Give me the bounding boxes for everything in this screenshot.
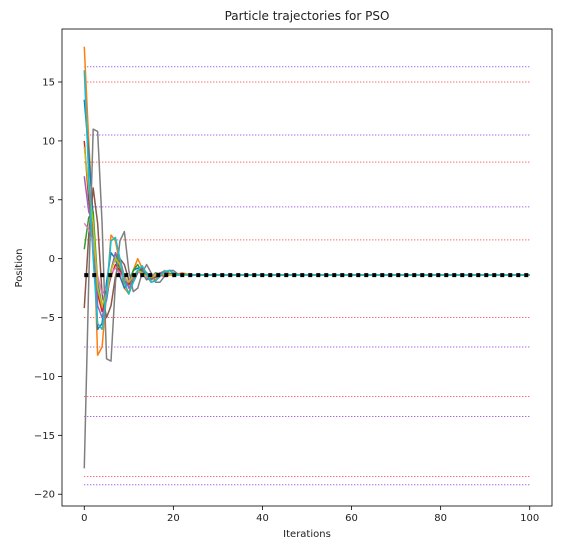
x-tick-label-2: 40 — [256, 513, 269, 524]
x-tick-label-3: 60 — [345, 513, 358, 524]
y-tick-label-5: 5 — [49, 195, 55, 206]
y-tick-label-4: 0 — [49, 254, 55, 265]
x-axis-label: Iterations — [283, 529, 331, 540]
y-axis-label: Position — [14, 249, 25, 288]
horizontal-lines — [84, 66, 530, 486]
x-tick-label-0: 0 — [81, 513, 87, 524]
x-tick-label-4: 80 — [434, 513, 447, 524]
y-tick-label-2: −10 — [34, 372, 55, 383]
x-tick-label-1: 20 — [167, 513, 180, 524]
y-axis: −20 −15 −10 −5 0 5 10 15 — [34, 78, 62, 501]
x-tick-label-5: 100 — [520, 513, 539, 524]
y-tick-label-3: −5 — [40, 313, 55, 324]
series-line-8 — [83, 146, 530, 307]
y-tick-label-0: −20 — [34, 490, 55, 501]
series-line-9 — [83, 70, 530, 331]
chart-title: Particle trajectories for PSO — [225, 9, 390, 23]
y-tick-label-7: 15 — [42, 78, 55, 89]
x-axis: 0 20 40 60 80 100 — [81, 506, 539, 524]
plot-area — [61, 28, 553, 507]
y-tick-label-1: −15 — [34, 431, 55, 442]
y-tick-label-6: 10 — [42, 136, 55, 147]
